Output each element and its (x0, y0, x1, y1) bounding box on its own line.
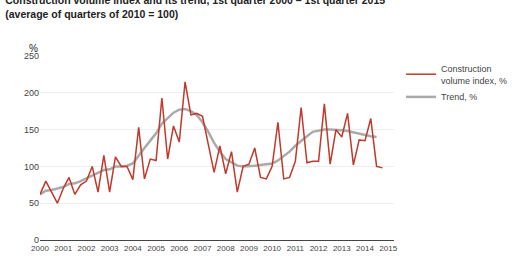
svg-text:2002: 2002 (78, 244, 96, 253)
svg-text:150: 150 (24, 125, 39, 135)
svg-text:250: 250 (24, 51, 39, 61)
svg-text:2011: 2011 (287, 244, 305, 253)
svg-text:2007: 2007 (194, 244, 212, 253)
svg-text:2008: 2008 (217, 244, 235, 253)
svg-text:%: % (29, 43, 38, 54)
svg-text:0: 0 (34, 235, 39, 245)
svg-text:Constructionvolume index, %: Constructionvolume index, % (441, 64, 507, 86)
svg-text:50: 50 (29, 198, 39, 208)
svg-text:2009: 2009 (240, 244, 258, 253)
svg-text:2012: 2012 (310, 244, 328, 253)
svg-text:2005: 2005 (147, 244, 165, 253)
svg-text:2003: 2003 (101, 244, 119, 253)
svg-text:Construction volume index and: Construction volume index and its trend,… (5, 0, 385, 20)
svg-text:2014: 2014 (356, 244, 374, 253)
svg-text:100: 100 (24, 162, 39, 172)
svg-text:200: 200 (24, 88, 39, 98)
svg-text:Trend, %: Trend, % (441, 92, 477, 102)
svg-text:2010: 2010 (263, 244, 281, 253)
svg-text:2000: 2000 (31, 244, 49, 253)
svg-text:2006: 2006 (170, 244, 188, 253)
svg-text:2015: 2015 (379, 244, 397, 253)
svg-text:2013: 2013 (333, 244, 351, 253)
svg-text:2001: 2001 (54, 244, 72, 253)
svg-text:2004: 2004 (124, 244, 142, 253)
